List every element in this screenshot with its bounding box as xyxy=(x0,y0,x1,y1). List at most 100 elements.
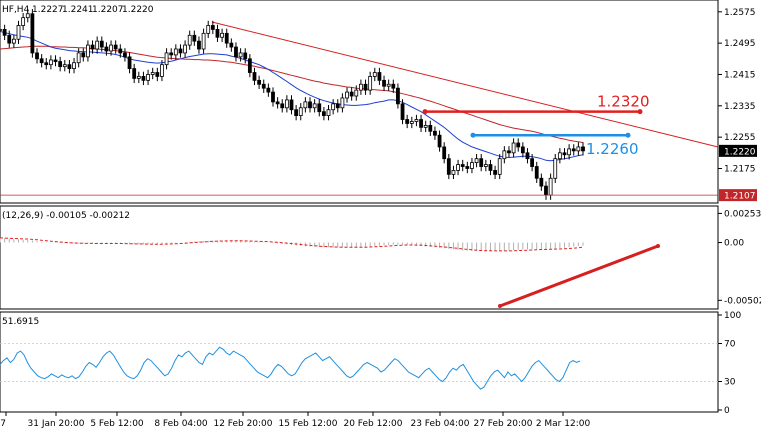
blue-level-label: 1.2260 xyxy=(586,140,639,158)
candle-body xyxy=(442,146,447,160)
resistance-endpoint xyxy=(422,109,428,115)
candle-body xyxy=(247,58,252,73)
time-axis-label: 31 Jan 20:00 xyxy=(28,419,85,429)
time-axis-label: 15 Feb 12:00 xyxy=(278,419,337,429)
candle-body xyxy=(576,146,581,152)
candle-body xyxy=(507,150,511,154)
candle-body xyxy=(567,148,572,156)
candle-body xyxy=(312,103,317,109)
candle-body xyxy=(284,99,289,109)
rsi-axis-label: 70 xyxy=(724,340,736,350)
time-axis-label: 23 Feb 04:00 xyxy=(410,419,469,429)
candle-body xyxy=(317,103,322,113)
price-panel-frame xyxy=(0,0,719,204)
candle-body xyxy=(118,48,123,54)
rsi-panel-frame xyxy=(0,311,719,413)
price-axis-label: 1.2415 xyxy=(724,70,756,80)
rsi-axis-label: 100 xyxy=(724,311,741,321)
candle-body xyxy=(30,13,35,54)
candle-body xyxy=(289,99,294,111)
candle-body xyxy=(340,97,345,109)
time-axis-label: 2007 xyxy=(0,419,6,429)
blue-level-endpoint xyxy=(625,132,631,138)
candle-body xyxy=(433,130,437,136)
candle-body xyxy=(349,91,354,97)
candle-body xyxy=(321,111,326,117)
candle-body xyxy=(520,146,525,154)
axis-layer: 1.2575 1.2495 1.2415 1.2335 1.2255 1.2175 1.22… xyxy=(0,8,761,429)
candle-body xyxy=(483,164,488,167)
time-axis-label: 12 Feb 20:00 xyxy=(213,419,272,429)
candle-body xyxy=(377,72,382,81)
candle-body xyxy=(386,83,391,87)
candle-body xyxy=(238,52,243,58)
candle-body xyxy=(243,52,248,60)
macd-divergence-endpoint xyxy=(498,304,502,308)
rsi-header: 51.6915 xyxy=(2,317,39,327)
candle-body xyxy=(335,103,340,109)
rsi-layer xyxy=(0,343,718,390)
candle-body xyxy=(331,103,336,111)
candle-body xyxy=(53,59,58,62)
candle-body xyxy=(44,62,49,66)
candle-body xyxy=(72,62,76,69)
candle-body xyxy=(553,158,558,179)
candle-body xyxy=(382,79,386,87)
price-axis-label: 1.2175 xyxy=(724,164,756,174)
low-price-label: 1.2107 xyxy=(724,192,756,202)
macd-panel-frame xyxy=(0,205,719,310)
candle-body xyxy=(446,158,451,175)
candle-body xyxy=(220,32,224,38)
candle-body xyxy=(372,72,377,77)
rsi-axis-label: 0 xyxy=(724,406,730,416)
candle-body xyxy=(2,29,7,36)
candle-body xyxy=(173,48,178,56)
candle-body xyxy=(150,72,155,75)
candle-body xyxy=(109,44,113,52)
candle-body xyxy=(400,103,405,120)
candle-body xyxy=(266,87,271,93)
candle-body xyxy=(127,56,132,69)
candle-body xyxy=(497,158,502,175)
candle-body xyxy=(206,25,211,34)
ohlc-low: 1.2207 xyxy=(92,5,124,15)
macd-header: (12,26,9) -0.00105 -0.00212 xyxy=(2,211,130,221)
candle-body xyxy=(303,101,308,109)
candle-body xyxy=(326,109,331,117)
candle-body xyxy=(359,83,363,91)
candle-body xyxy=(67,64,72,69)
candle-body xyxy=(58,61,63,68)
candle-body xyxy=(502,150,507,160)
price-axis-label: 1.2255 xyxy=(724,133,756,143)
symbol-header: HF,H4 xyxy=(2,5,30,15)
time-axis-label: 27 Feb 20:00 xyxy=(473,419,532,429)
candle-body xyxy=(571,148,576,152)
candle-body xyxy=(368,76,373,91)
candle-body xyxy=(409,121,414,124)
price-axis-label: 1.2335 xyxy=(724,102,756,112)
candle-body xyxy=(405,119,410,124)
candle-body xyxy=(534,166,539,179)
candle-body xyxy=(465,166,470,169)
price-axis-label: 1.2575 xyxy=(724,8,756,18)
candle-body xyxy=(178,48,183,54)
rsi-axis-label: 30 xyxy=(724,378,736,388)
macd-axis-label: 0.00253 xyxy=(724,209,761,219)
candle-body xyxy=(11,38,16,44)
candle-body xyxy=(511,142,516,154)
candle-body xyxy=(548,177,553,196)
candle-body xyxy=(164,52,169,66)
candle-body xyxy=(456,164,460,171)
ohlc-high: 1.2241 xyxy=(62,5,94,15)
candle-body xyxy=(363,83,368,91)
candle-body xyxy=(136,76,141,79)
current-price-box xyxy=(719,144,757,157)
candle-body xyxy=(460,164,465,167)
candle-body xyxy=(16,25,21,40)
candle-body xyxy=(530,158,535,167)
time-axis-label: 20 Feb 12:00 xyxy=(343,419,402,429)
candle-body xyxy=(62,64,67,68)
candle-body xyxy=(183,44,187,54)
resistance-label: 1.2320 xyxy=(597,93,650,111)
candle-body xyxy=(210,25,215,30)
